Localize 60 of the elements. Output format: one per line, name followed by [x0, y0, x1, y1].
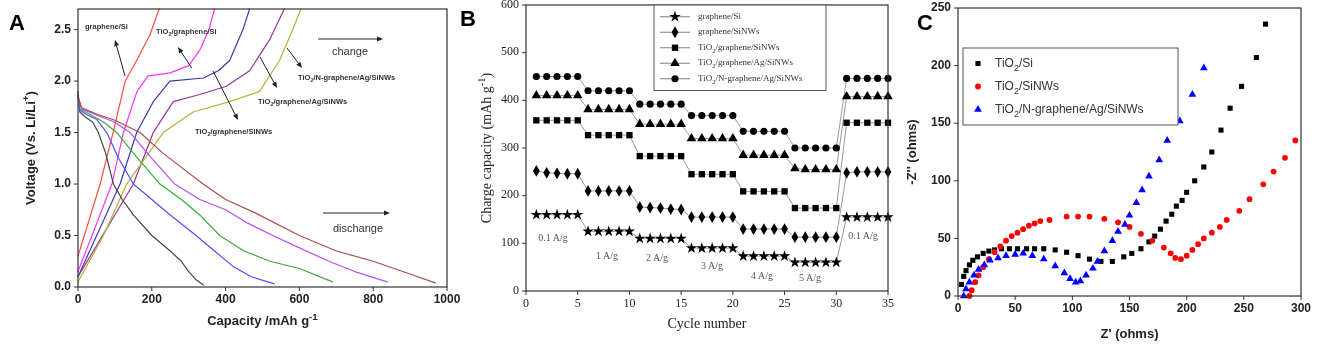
legend-label: graphene/SiNWs: [698, 26, 760, 37]
legend-label: TiO$_{2}$/Si: [995, 55, 1033, 73]
annotation: 0.1 A/g: [538, 232, 568, 244]
x-tick-label: 200: [1176, 301, 1197, 315]
x-tick-label: 0: [954, 301, 962, 315]
x-tick-label: 30: [830, 296, 843, 310]
legend-label: TiO$_{2}$/N-graphene/Ag/SiNWs: [995, 101, 1144, 119]
y-tick-label: 50: [937, 230, 952, 245]
y-tick-label: 200: [930, 57, 952, 72]
legend-label: TiO$_{2}$/N-graphene/Ag/SiNWs: [698, 72, 804, 85]
x-tick-label: 10: [623, 296, 636, 310]
annotation: 1 A/g: [596, 250, 618, 262]
annotation: 5 A/g: [799, 272, 821, 284]
legend-label: TiO$_{2}$/graphene/SiNWs: [698, 41, 781, 54]
y-tick-label: 0.0: [54, 279, 72, 294]
y-tick-label: 400: [501, 92, 519, 107]
x-tick-label: 300: [1290, 301, 1312, 315]
x-tick-label: 1000: [433, 292, 461, 306]
chart-title: A: [9, 10, 26, 35]
x-axis-title: Capacity /mAh g$^{-1}$: [207, 310, 319, 328]
x-tick-label: 0: [523, 296, 529, 310]
y-tick-label: 100: [930, 172, 952, 187]
y-tick-label: 300: [501, 139, 519, 154]
y-tick-label: 1.0: [54, 176, 72, 191]
x-tick-label: 200: [141, 292, 163, 306]
annotation: change: [331, 44, 369, 57]
legend-label: TiO$_{2}$/SiNWs: [995, 78, 1059, 96]
annotation: dischange: [332, 221, 384, 234]
x-tick-label: 25: [778, 296, 791, 310]
y-tick-label: 2.5: [54, 21, 72, 36]
annotation: 0.1 A/g: [848, 230, 878, 242]
x-tick-label: 600: [289, 292, 310, 306]
y-axis-title: -Z'' (ohms): [904, 119, 920, 185]
y-tick-label: 500: [501, 44, 519, 59]
y-tick-label: 1.5: [54, 124, 72, 139]
x-tick-label: 250: [1233, 301, 1255, 315]
y-tick-label: 600: [501, 0, 519, 11]
x-tick-label: 50: [1008, 301, 1023, 315]
x-tick-label: 15: [675, 296, 688, 310]
annotation: 4 A/g: [751, 270, 773, 282]
x-tick-label: 35: [882, 296, 894, 310]
x-tick-label: 150: [1119, 301, 1140, 315]
x-tick-label: 20: [726, 296, 739, 310]
x-tick-label: 800: [363, 292, 384, 306]
x-axis-title: Cycle number: [667, 316, 747, 331]
x-axis-title: Z' (ohms): [1100, 326, 1159, 341]
y-tick-label: 200: [501, 187, 519, 202]
annotation: 2 A/g: [646, 252, 668, 264]
legend-label: TiO$_{2}$/graphene/Ag/SiNWs: [698, 57, 794, 70]
annotation: 3 A/g: [701, 260, 723, 272]
x-tick-label: 400: [215, 292, 236, 306]
x-tick-label: 5: [574, 296, 581, 310]
x-tick-label: 0: [74, 292, 82, 306]
y-tick-label: 100: [501, 235, 519, 250]
legend-label: graphene/Si: [698, 10, 742, 21]
chart-title: B: [460, 6, 476, 31]
y-tick-label: 0.5: [54, 227, 72, 242]
y-tick-label: 2.0: [54, 73, 72, 88]
x-tick-label: 100: [1062, 301, 1083, 315]
y-tick-label: 150: [930, 115, 952, 130]
